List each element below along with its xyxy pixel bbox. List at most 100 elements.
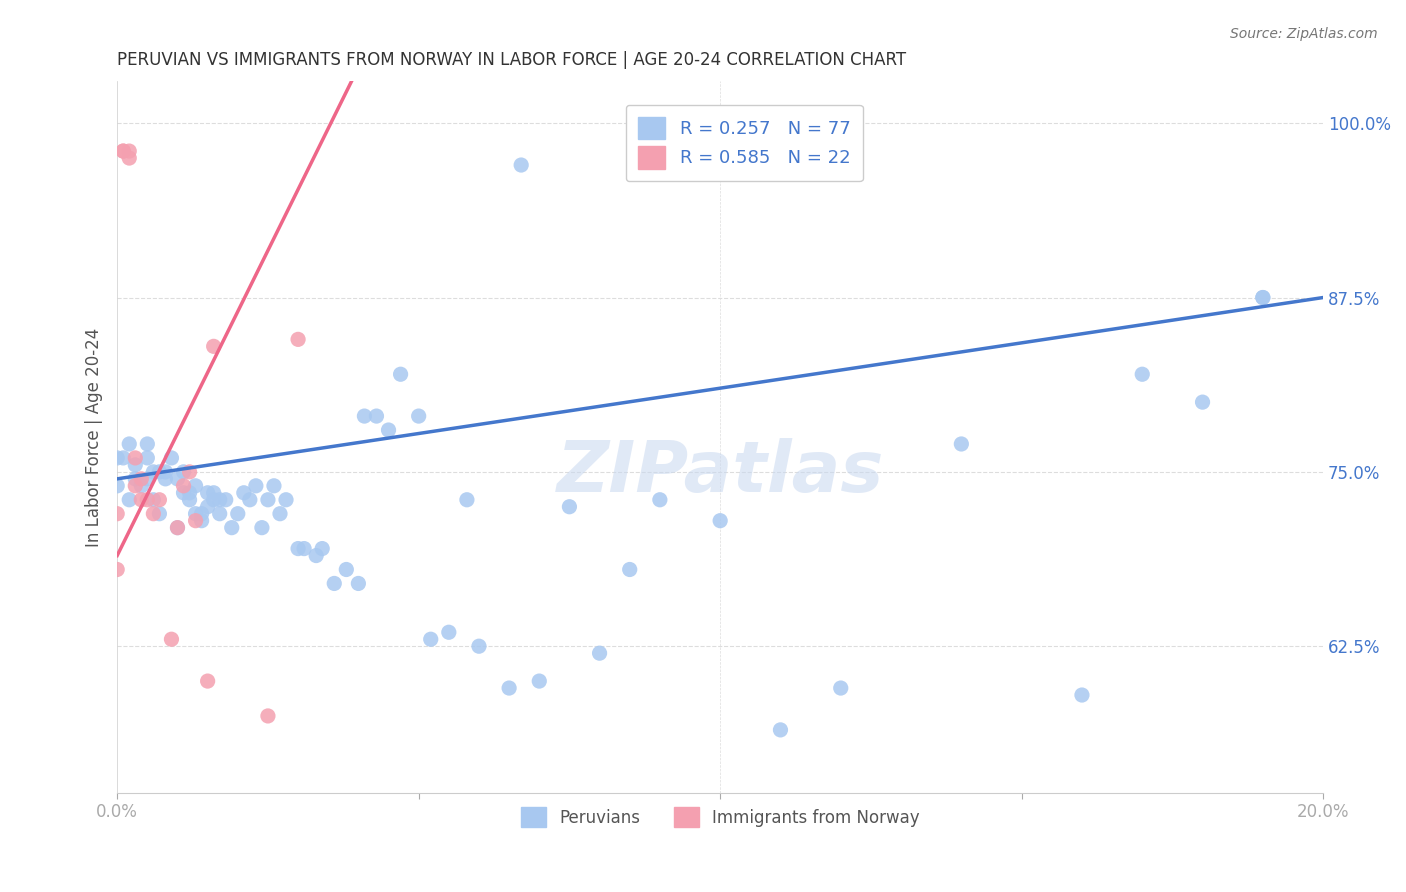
Point — [142, 492, 165, 507]
Point — [269, 507, 291, 521]
Point — [510, 158, 533, 172]
Point — [179, 485, 201, 500]
Point — [221, 521, 243, 535]
Point — [287, 541, 309, 556]
Point — [136, 492, 159, 507]
Point — [468, 639, 491, 653]
Point — [529, 674, 551, 689]
Point — [179, 492, 201, 507]
Point — [105, 479, 128, 493]
Point — [160, 450, 183, 465]
Point — [239, 492, 262, 507]
Point — [202, 339, 225, 353]
Point — [408, 409, 430, 423]
Text: ZIPatlas: ZIPatlas — [557, 438, 884, 507]
Point — [202, 492, 225, 507]
Point — [305, 549, 328, 563]
Point — [263, 479, 285, 493]
Point — [437, 625, 460, 640]
Point — [148, 492, 170, 507]
Point — [131, 479, 153, 493]
Point — [208, 507, 231, 521]
Point — [558, 500, 581, 514]
Point — [112, 144, 135, 158]
Point — [335, 562, 357, 576]
Point — [136, 450, 159, 465]
Text: Source: ZipAtlas.com: Source: ZipAtlas.com — [1230, 27, 1378, 41]
Point — [292, 541, 315, 556]
Point — [287, 332, 309, 346]
Point — [112, 450, 135, 465]
Point — [1191, 395, 1213, 409]
Point — [377, 423, 399, 437]
Point — [419, 632, 441, 647]
Point — [142, 465, 165, 479]
Point — [179, 465, 201, 479]
Point — [257, 492, 280, 507]
Point — [131, 472, 153, 486]
Point — [136, 437, 159, 451]
Point — [124, 479, 146, 493]
Point — [208, 492, 231, 507]
Point — [124, 472, 146, 486]
Point — [190, 507, 212, 521]
Point — [456, 492, 478, 507]
Point — [173, 465, 195, 479]
Point — [190, 514, 212, 528]
Point — [118, 437, 141, 451]
Point — [118, 492, 141, 507]
Point — [202, 485, 225, 500]
Point — [950, 437, 973, 451]
Point — [1251, 291, 1274, 305]
Point — [709, 514, 731, 528]
Point — [588, 646, 610, 660]
Point — [166, 521, 188, 535]
Point — [245, 479, 267, 493]
Point — [648, 492, 671, 507]
Point — [389, 368, 412, 382]
Text: PERUVIAN VS IMMIGRANTS FROM NORWAY IN LABOR FORCE | AGE 20-24 CORRELATION CHART: PERUVIAN VS IMMIGRANTS FROM NORWAY IN LA… — [117, 51, 907, 69]
Point — [1071, 688, 1094, 702]
Point — [148, 465, 170, 479]
Point — [136, 472, 159, 486]
Point — [353, 409, 375, 423]
Point — [1130, 368, 1153, 382]
Point — [769, 723, 792, 737]
Point — [197, 485, 219, 500]
Point — [232, 485, 254, 500]
Point — [105, 507, 128, 521]
Point — [311, 541, 333, 556]
Point — [131, 492, 153, 507]
Point — [184, 479, 207, 493]
Point — [257, 709, 280, 723]
Point — [274, 492, 297, 507]
Point — [215, 492, 238, 507]
Point — [173, 479, 195, 493]
Point — [226, 507, 249, 521]
Point — [148, 507, 170, 521]
Point — [124, 450, 146, 465]
Point — [166, 521, 188, 535]
Point — [166, 472, 188, 486]
Point — [112, 144, 135, 158]
Point — [1251, 291, 1274, 305]
Point — [118, 151, 141, 165]
Point — [619, 562, 641, 576]
Point — [366, 409, 388, 423]
Point — [155, 465, 177, 479]
Point — [155, 472, 177, 486]
Point — [105, 450, 128, 465]
Point — [184, 507, 207, 521]
Point — [105, 562, 128, 576]
Point — [142, 507, 165, 521]
Legend: Peruvians, Immigrants from Norway: Peruvians, Immigrants from Norway — [515, 800, 927, 834]
Point — [347, 576, 370, 591]
Point — [173, 485, 195, 500]
Point — [160, 632, 183, 647]
Point — [124, 458, 146, 472]
Point — [118, 144, 141, 158]
Point — [197, 674, 219, 689]
Point — [498, 681, 520, 695]
Point — [323, 576, 346, 591]
Y-axis label: In Labor Force | Age 20-24: In Labor Force | Age 20-24 — [86, 327, 103, 547]
